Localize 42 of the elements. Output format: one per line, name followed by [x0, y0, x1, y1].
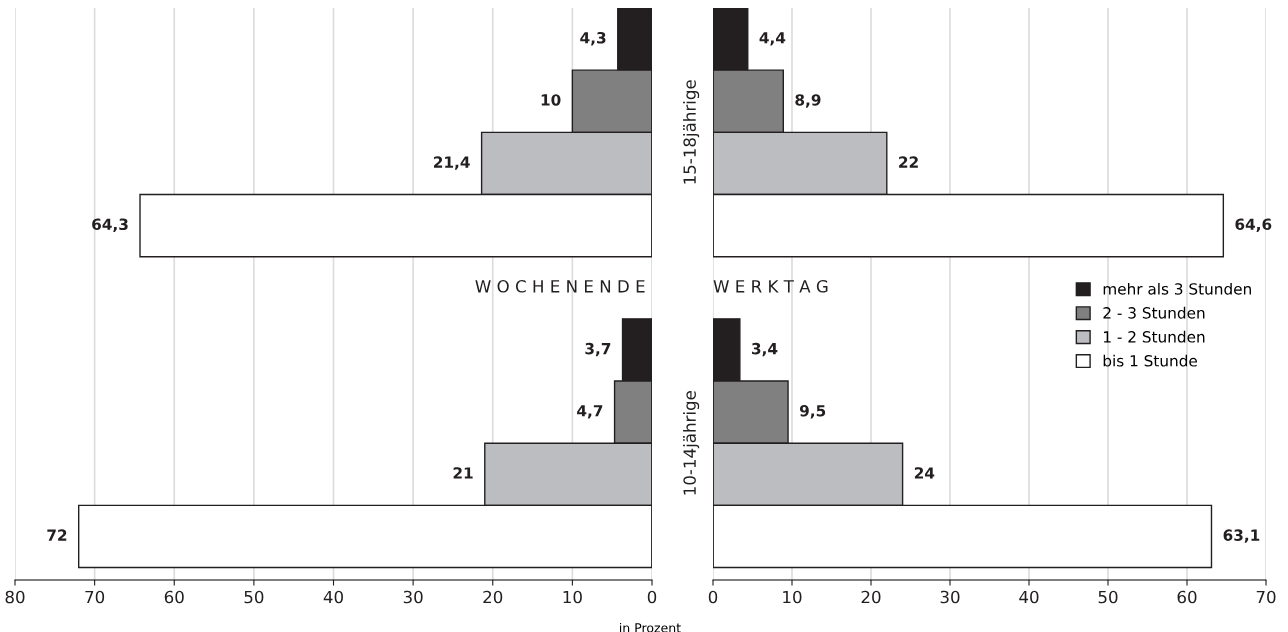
x-tick-label: 50	[1098, 590, 1118, 604]
data-label: 9,5	[799, 405, 826, 419]
x-tick-label: 10	[783, 590, 802, 604]
x-tick-label: 70	[85, 590, 105, 604]
x-tick-label: 40	[323, 590, 343, 604]
x-tick-label: 40	[1019, 590, 1039, 604]
data-label: 21,4	[434, 156, 470, 170]
text: 15-18jährige	[683, 80, 700, 184]
data-label: 4,4	[759, 32, 786, 46]
x-tick-label: 70	[1256, 590, 1276, 604]
data-label: 24	[914, 467, 935, 479]
x-tick-label: 50	[244, 590, 264, 604]
x-tick-label: 80	[5, 590, 25, 604]
data-label: 3,4	[751, 342, 778, 357]
data-label: 4,3	[580, 31, 606, 46]
legend-label: 1 - 2 Stunden	[1104, 330, 1205, 343]
text: 10-14jährige	[683, 391, 700, 495]
data-label: 4,7	[577, 405, 603, 419]
data-label: 8,9	[795, 94, 821, 108]
legend-label: bis 1 Stunde	[1103, 354, 1197, 367]
legend-label: mehr als 3 Stunden	[1103, 282, 1251, 295]
x-axis-title: in Prozent	[620, 622, 681, 632]
x-tick-label: 0	[647, 590, 657, 604]
data-label: 3,7	[585, 342, 611, 357]
x-tick-label: 30	[403, 590, 423, 604]
data-label: 64,6	[1235, 218, 1272, 232]
data-label: 21	[453, 467, 473, 479]
x-tick-label: 60	[1177, 590, 1197, 604]
x-tick-label: 0	[708, 590, 718, 604]
text: W O C H E N E N D E	[475, 280, 645, 293]
data-label: 64,3	[92, 218, 128, 232]
x-tick-label: 10	[563, 590, 582, 604]
x-tick-label: 20	[861, 590, 881, 604]
x-tick-label: 30	[940, 590, 960, 604]
data-label: 63,1	[1223, 529, 1260, 543]
data-label: 10	[541, 94, 561, 106]
text: W E R K T A G	[713, 280, 828, 293]
legend-label: 2 - 3 Stunden	[1103, 306, 1205, 319]
x-tick-label: 20	[483, 590, 503, 604]
data-label: 22	[899, 156, 918, 168]
x-tick-label: 60	[164, 590, 184, 604]
data-label: 72	[47, 529, 67, 541]
